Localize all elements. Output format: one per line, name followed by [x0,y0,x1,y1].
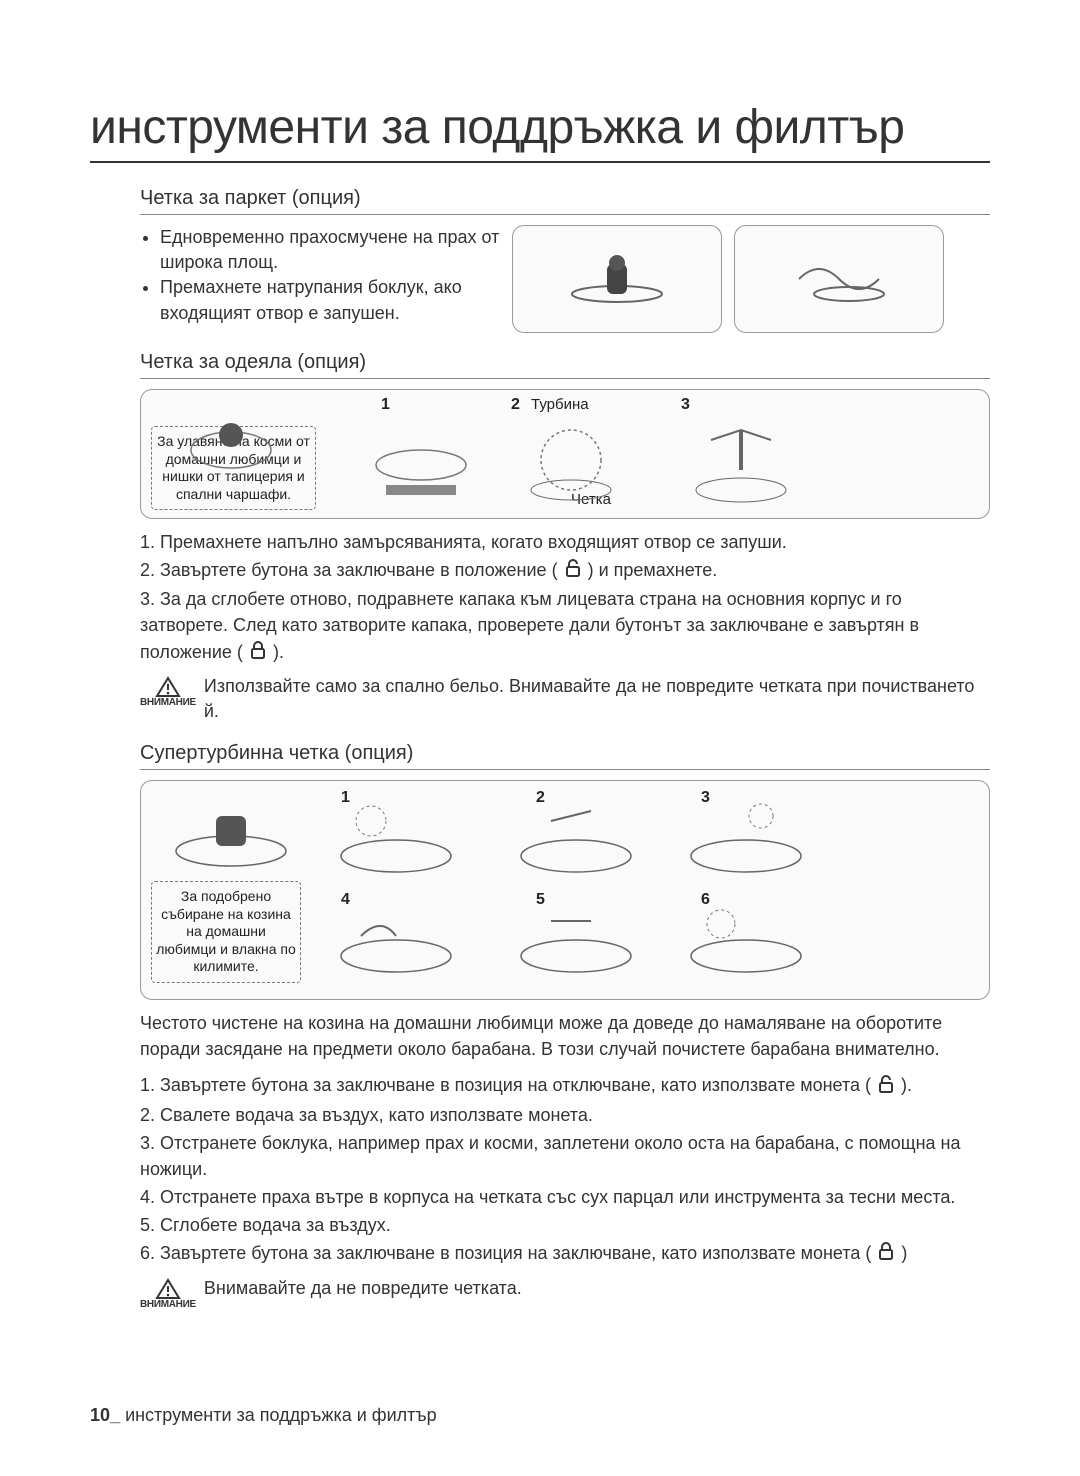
blanket-step-3: 3. За да сглобете отново, подравнете кап… [140,586,990,665]
parquet-bullets: Едновременно прахосмучене на прах от шир… [160,225,500,326]
parquet-bullet-1: Едновременно прахосмучене на прах от шир… [160,225,500,275]
section-parquet-title: Четка за паркет (опция) [140,187,990,215]
blanket-warning-text: Използвайте само за спално бельо. Внимав… [204,674,990,724]
warning-icon: ВНИМАНИЕ [140,676,196,710]
turbo-step-5: 5. Сглобете водача за въздух. [140,1212,990,1238]
turbo-num-6: 6 [701,891,710,909]
blanket-step-1: 1. Премахнете напълно замърсяванията, ко… [140,529,990,555]
lock-open-icon [878,1074,894,1100]
turbo-step-3: 3. Отстранете боклука, например прах и к… [140,1130,990,1182]
parquet-illustration-2 [734,225,944,333]
blanket-step-2: 2. Завъртете бутона за заключване в поло… [140,557,990,584]
turbo-step-1-prefix: 1. Завъртете бутона за заключване в пози… [140,1075,871,1095]
turbo-step-6-prefix: 6. Завъртете бутона за заключване в пози… [140,1243,871,1263]
turbo-warning-text: Внимавайте да не повредите четката. [204,1276,522,1301]
blanket-num-1: 1 [381,396,390,414]
page-number: 10_ [90,1405,120,1425]
parquet-illustration-1 [512,225,722,333]
turbo-step-1: 1. Завъртете бутона за заключване в пози… [140,1072,990,1099]
parquet-row: Едновременно прахосмучене на прах от шир… [140,225,990,333]
turbo-step-4: 4. Отстранете праха вътре в корпуса на ч… [140,1184,990,1210]
turbo-intro: Честото чистене на козина на домашни люб… [140,1010,990,1062]
blanket-num-2: 2 [511,396,520,414]
turbo-step-2: 2. Свалете водача за въздух, като използ… [140,1102,990,1128]
lock-closed-icon [250,640,266,666]
turbo-caption-box: За подобрено събиране на козина на домаш… [151,881,301,983]
blanket-caption-box: За улавяне на косми от домашни любимци и… [151,426,316,510]
turbo-num-5: 5 [536,891,545,909]
blanket-steps: 1. Премахнете напълно замърсяванията, ко… [140,529,990,666]
warning-label: ВНИМАНИЕ [140,696,196,710]
lock-open-icon [565,558,581,584]
turbo-step-6: 6. Завъртете бутона за заключване в пози… [140,1240,990,1267]
turbo-num-1: 1 [341,789,350,807]
blanket-illustration-panel: За улавяне на косми от домашни любимци и… [140,389,990,519]
blanket-step-2-prefix: 2. Завъртете бутона за заключване в поло… [140,560,558,580]
turbo-warning: ВНИМАНИЕ Внимавайте да не повредите четк… [140,1276,990,1312]
parquet-bullet-2: Премахнете натрупания боклук, ако входящ… [160,275,500,325]
turbo-illustration-panel: За подобрено събиране на козина на домаш… [140,780,990,1000]
lock-closed-icon [878,1241,894,1267]
turbo-num-3: 3 [701,789,710,807]
blanket-step-2-suffix: ) и премахнете. [588,560,718,580]
warning-label: ВНИМАНИЕ [140,1298,196,1312]
blanket-warning: ВНИМАНИЕ Използвайте само за спално бель… [140,674,990,724]
section-blanket-title: Четка за одеяла (опция) [140,351,990,379]
warning-icon: ВНИМАНИЕ [140,1278,196,1312]
footer-text: инструменти за поддръжка и филтър [125,1405,437,1425]
blanket-num-3: 3 [681,396,690,414]
turbo-step-6-suffix: ) [901,1243,907,1263]
turbo-steps: 1. Завъртете бутона за заключване в пози… [140,1072,990,1267]
section-turbo-title: Супертурбинна четка (опция) [140,742,990,770]
blanket-label-turbine: Турбина [531,396,589,413]
blanket-label-brush: Четка [571,491,611,508]
turbo-num-2: 2 [536,789,545,807]
blanket-step-3-suffix: ). [273,642,284,662]
turbo-step-1-suffix: ). [901,1075,912,1095]
turbo-num-4: 4 [341,891,350,909]
page-title: инструменти за поддръжка и филтър [90,100,990,163]
page-footer: 10_ инструменти за поддръжка и филтър [90,1405,437,1426]
